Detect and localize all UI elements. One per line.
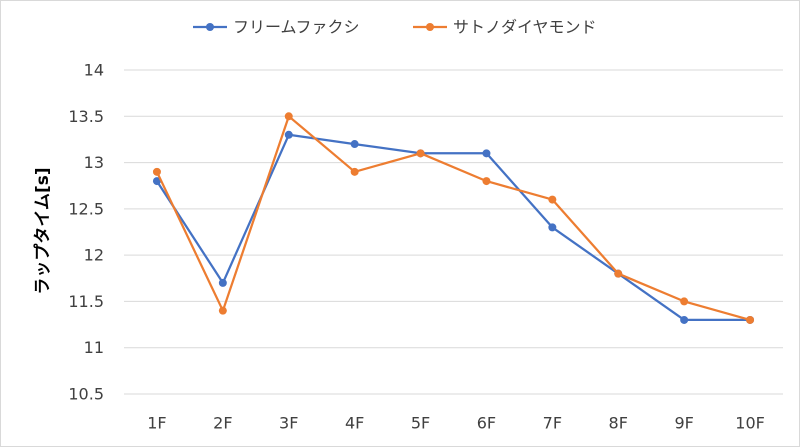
x-axis-ticks: 1F 2F 3F 4F 5F 6F 7F 8F 9F 10F bbox=[147, 414, 765, 433]
series-line bbox=[155, 133, 752, 322]
y-tick-label: 12 bbox=[84, 246, 104, 265]
data-point bbox=[284, 130, 293, 139]
y-tick-label: 13 bbox=[84, 153, 104, 172]
legend-item: サトノダイヤモンド bbox=[413, 18, 597, 37]
data-point bbox=[746, 315, 755, 324]
data-point bbox=[482, 149, 491, 158]
series-2 bbox=[152, 112, 755, 324]
legend-marker bbox=[426, 23, 434, 31]
x-tick-label: 3F bbox=[279, 414, 298, 433]
data-point bbox=[218, 306, 227, 315]
series-1 bbox=[152, 130, 755, 324]
data-point bbox=[218, 278, 227, 287]
x-tick-label: 6F bbox=[477, 414, 496, 433]
x-tick-label: 8F bbox=[609, 414, 628, 433]
series-lines bbox=[152, 112, 755, 324]
data-point bbox=[482, 177, 491, 186]
gridlines bbox=[124, 69, 783, 395]
data-point bbox=[152, 167, 161, 176]
x-tick-label: 2F bbox=[213, 414, 232, 433]
y-axis-ticks: 10.5 11 11.5 12 12.5 13 13.5 14 bbox=[68, 61, 104, 404]
y-tick-label: 11 bbox=[84, 338, 104, 357]
x-tick-label: 9F bbox=[674, 414, 693, 433]
legend-marker bbox=[206, 23, 214, 31]
x-tick-label: 1F bbox=[147, 414, 166, 433]
data-point bbox=[680, 297, 689, 306]
data-point bbox=[152, 177, 161, 186]
y-axis-label: ラップタイム[s] bbox=[32, 167, 53, 294]
data-point bbox=[548, 223, 557, 232]
y-tick-label: 13.5 bbox=[68, 107, 104, 126]
legend: フリームファクシ サトノダイヤモンド bbox=[193, 18, 597, 37]
data-point bbox=[416, 149, 425, 158]
legend-label: フリームファクシ bbox=[233, 18, 360, 37]
data-point bbox=[284, 112, 293, 121]
x-tick-label: 10F bbox=[735, 414, 765, 433]
x-tick-label: 4F bbox=[345, 414, 364, 433]
y-tick-label: 10.5 bbox=[68, 385, 104, 404]
y-tick-label: 14 bbox=[84, 61, 104, 80]
x-tick-label: 7F bbox=[543, 414, 562, 433]
data-point bbox=[350, 167, 359, 176]
data-point bbox=[680, 315, 689, 324]
y-tick-label: 12.5 bbox=[68, 199, 104, 218]
data-point bbox=[548, 195, 557, 204]
data-point bbox=[350, 140, 359, 149]
legend-label: サトノダイヤモンド bbox=[453, 18, 597, 37]
x-tick-label: 5F bbox=[411, 414, 430, 433]
y-tick-label: 11.5 bbox=[68, 292, 104, 311]
data-point bbox=[614, 269, 623, 278]
series-line bbox=[155, 115, 752, 322]
legend-item: フリームファクシ bbox=[193, 18, 360, 37]
